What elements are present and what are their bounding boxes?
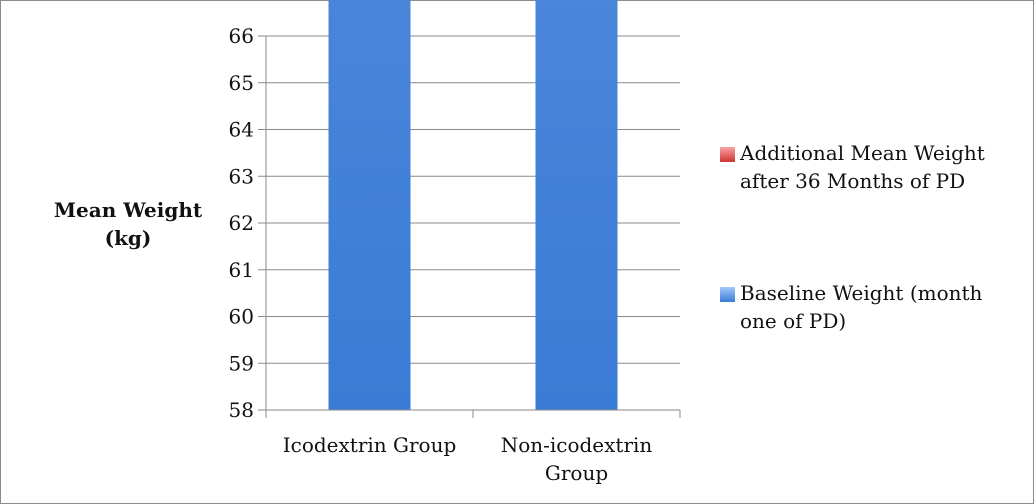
axes: 58 59 60 61 62 63 64 65 66 Icodextrin Group Non-ic… [229,24,681,485]
bar-segment [535,0,618,410]
y-axis-label: (kg) [105,226,152,250]
legend: Additional Mean Weight after 36 Months of… [720,141,985,333]
legend-label: Baseline Weight (month [740,281,983,305]
y-tick-label: 62 [229,211,254,235]
y-tick-label: 63 [229,164,254,188]
y-tick-label: 61 [229,258,254,282]
y-tick-label: 60 [229,305,254,329]
y-axis-label: Mean Weight [54,198,203,222]
gridlines [266,35,680,364]
legend-label: after 36 Months of PD [740,169,965,193]
legend-label: one of PD) [740,309,846,333]
category-label: Group [545,461,608,485]
legend-swatch [720,287,735,302]
y-tick-label: 66 [229,24,254,48]
legend-label: Additional Mean Weight [739,141,985,165]
y-tick-label: 58 [229,398,254,422]
y-tick-label: 59 [229,351,254,375]
legend-swatch [720,147,735,162]
y-axis-title: Mean Weight (kg) [54,198,203,250]
bars [328,0,618,410]
y-tick-label: 65 [229,71,254,95]
y-tick-label: 64 [229,118,254,142]
bar-segment [328,0,411,410]
category-label: Non-icodextrin [501,433,653,457]
category-label: Icodextrin Group [283,433,457,457]
